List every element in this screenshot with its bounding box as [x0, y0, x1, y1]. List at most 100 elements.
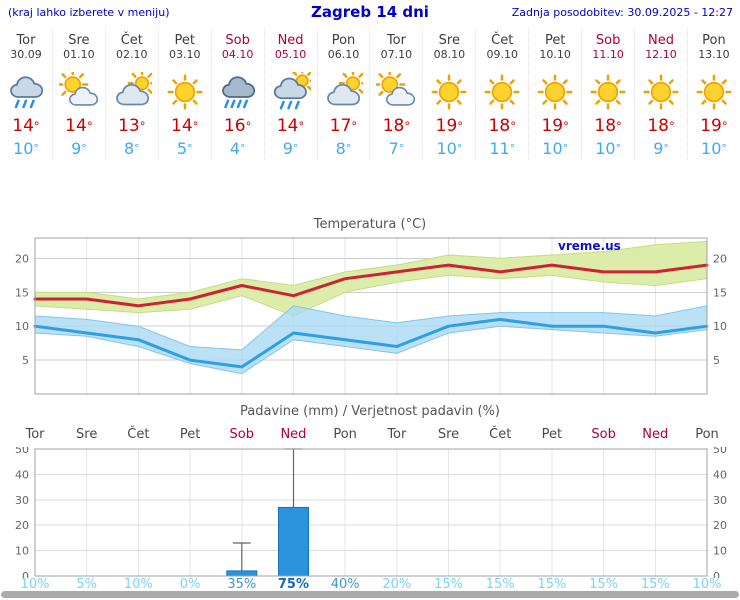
day-date: 09.10: [486, 48, 519, 61]
precipitation-chart: 0 0 10 10 20 20 30 30 40 40 50 50: [15, 447, 727, 578]
weather-icon-partly-cloudy: [57, 68, 98, 106]
degree-sign: °: [457, 119, 464, 133]
forecast-day-05.10[interactable]: Ned 05.10 14° 9°: [265, 28, 318, 159]
forecast-day-03.10[interactable]: Pet 03.10 14° 5°: [159, 28, 212, 159]
day-date: 10.10: [539, 48, 571, 61]
weather-icon-sun-rain: [273, 67, 316, 110]
degree-sign: °: [668, 119, 675, 133]
precip-probability: 0%: [179, 577, 201, 592]
degree-sign: °: [192, 119, 199, 133]
precip-probability: 40%: [330, 577, 360, 592]
forecast-day-04.10[interactable]: Sob 04.10 16° 4°: [212, 28, 265, 159]
high-temperature: 19°: [541, 116, 569, 136]
weather-icon-wrap: [694, 72, 734, 112]
y-tick-left: 30: [15, 494, 29, 507]
forecast-day-12.10[interactable]: Ned 12.10 18° 9°: [635, 28, 688, 159]
weather-icon-wrap: [271, 67, 316, 112]
degree-sign: °: [292, 142, 299, 155]
low-temperature: 9°: [71, 139, 87, 158]
day-date: 05.10: [274, 48, 307, 61]
weather-icon-wrap: [535, 72, 575, 112]
precip-day-label: Ned: [280, 427, 307, 442]
day-name: Tor: [16, 33, 36, 48]
precip-bar: [226, 570, 258, 577]
precip-probability: 10%: [692, 577, 722, 592]
high-temperature: 18°: [647, 116, 675, 136]
y-tick-left: 20: [15, 519, 29, 532]
precip-probability: 15%: [640, 577, 670, 592]
day-date: 01.10: [63, 48, 95, 61]
forecast-day-01.10[interactable]: Sre 01.10 14° 9°: [53, 28, 106, 159]
low-temperature: 8°: [123, 139, 140, 158]
high-temperature: 16°: [223, 116, 252, 136]
y-tick-right: 10: [713, 545, 727, 558]
degree-sign: °: [563, 119, 569, 133]
forecast-day-09.10[interactable]: Čet 09.10 18° 11°: [476, 28, 530, 159]
weather-icon-sunny: [484, 74, 520, 110]
day-date: 12.10: [645, 48, 677, 61]
high-temperature: 14°: [276, 116, 305, 136]
degree-sign: °: [240, 142, 246, 155]
day-name: Čet: [120, 33, 143, 48]
weather-icon-wrap: [482, 72, 522, 112]
degree-sign: °: [187, 142, 193, 155]
weather-icon-wrap: [6, 72, 46, 112]
degree-sign: °: [404, 119, 411, 133]
day-name: Sob: [595, 33, 621, 48]
precip-day-label: Čet: [127, 427, 150, 442]
forecast-day-02.10[interactable]: Čet 02.10 13° 8°: [106, 28, 159, 159]
low-temperature: 9°: [282, 139, 299, 158]
precip-probability: 15%: [434, 577, 463, 592]
precip-probability: 10%: [123, 577, 153, 592]
precip-probability: 10%: [20, 577, 50, 592]
max-temp-line: [33, 263, 709, 308]
forecast-day-08.10[interactable]: Sre 08.10 19° 10°: [423, 28, 477, 159]
temperature-chart: 5 5 10 10 15 15 20 20 vreme.us: [15, 237, 727, 395]
temperature-chart-title: Temperatura (°C): [313, 217, 427, 232]
day-date: 11.10: [592, 48, 624, 61]
day-date: 03.10: [168, 48, 201, 61]
precip-day-label: Sre: [76, 427, 98, 442]
degree-sign: °: [398, 142, 405, 155]
low-temperature: 10°: [436, 139, 463, 158]
precip-day-label: Pon: [695, 427, 719, 442]
forecast-day-13.10[interactable]: Pon 13.10 19° 10°: [688, 28, 740, 159]
forecast-day-30.09[interactable]: Tor 30.09 14° 10°: [0, 28, 53, 159]
forecast-day-10.10[interactable]: Pet 10.10 19° 10°: [529, 28, 583, 159]
brand-watermark[interactable]: vreme.us: [558, 239, 621, 253]
forecast-day-06.10[interactable]: Pon 06.10 17° 8°: [318, 28, 371, 159]
forecast-day-11.10[interactable]: Sob 11.10 18° 10°: [582, 28, 636, 159]
high-temperature: 14°: [171, 116, 199, 136]
last-updated: Zadnja posodobitev: 30.09.2025 - 12:27: [511, 6, 733, 19]
precip-day-label: Tor: [25, 427, 45, 442]
weather-icon-wrap: [57, 68, 99, 112]
forecast-day-07.10[interactable]: Tor 07.10 18° 7°: [370, 28, 424, 159]
precip-probability-row: 10% 5% 10% 0% 35% 75% 40% 20% 15% 15% 15% 15% 15% 10%: [0, 577, 740, 593]
degree-sign: °: [721, 142, 727, 155]
weather-icon-heavy-rain: [221, 76, 255, 109]
horizontal-scrollbar[interactable]: [1, 591, 739, 598]
precipitation-chart-title: Padavine (mm) / Verjetnost padavin (%): [240, 404, 500, 419]
degree-sign: °: [351, 119, 358, 133]
weather-icon-wrap: [374, 68, 416, 112]
high-temperature: 13°: [118, 116, 146, 136]
precip-probability: 15%: [485, 577, 515, 592]
plot-border: [34, 237, 708, 395]
day-name: Pon: [702, 33, 726, 48]
weather-icon-sunny: [431, 74, 467, 110]
day-name: Pon: [331, 33, 356, 48]
degree-sign: °: [86, 119, 93, 133]
weather-icon-rain: [10, 76, 44, 109]
weather-icon-wrap: [588, 72, 628, 112]
day-name: Sre: [68, 33, 90, 48]
y-tick-right: 50: [713, 447, 727, 456]
low-temperature: 10°: [13, 139, 39, 158]
degree-sign: °: [615, 142, 621, 155]
weather-icon-wrap: [641, 72, 681, 112]
low-temperature: 8°: [335, 139, 352, 158]
precip-probability: 35%: [227, 577, 257, 592]
weather-icon-wrap: [323, 68, 368, 112]
high-temperature: 19°: [435, 116, 464, 136]
precip-day-label: Pon: [333, 427, 357, 442]
